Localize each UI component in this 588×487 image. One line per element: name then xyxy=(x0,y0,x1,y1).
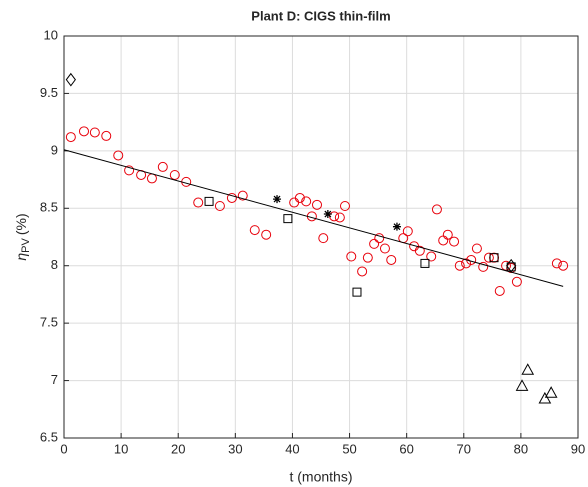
circle-marker xyxy=(489,252,500,263)
circle-marker xyxy=(289,197,300,208)
x-tick-label: 30 xyxy=(228,441,242,456)
x-tick-label: 50 xyxy=(342,441,356,456)
circle-marker xyxy=(374,233,385,244)
x-tick-label: 90 xyxy=(571,441,585,456)
y-tick-label: 8.5 xyxy=(40,200,58,215)
circle-marker xyxy=(261,229,272,240)
circle-marker xyxy=(551,258,562,269)
circle-marker xyxy=(113,150,124,161)
y-tick-label: 8 xyxy=(51,257,58,272)
circle-marker xyxy=(386,254,397,265)
square-marker xyxy=(506,262,516,272)
x-tick-label: 40 xyxy=(285,441,299,456)
x-axis-label: t (months) xyxy=(289,469,352,485)
circle-marker xyxy=(169,169,180,180)
circle-marker xyxy=(346,251,357,262)
circle-marker xyxy=(312,199,323,210)
circle-marker xyxy=(362,252,373,263)
circle-marker xyxy=(193,197,204,208)
y-tick-label: 9.5 xyxy=(40,85,58,100)
circle-marker xyxy=(249,225,260,236)
circle-marker xyxy=(101,130,112,141)
chart-title: Plant D: CIGS thin-film xyxy=(251,8,390,23)
circle-marker xyxy=(124,165,135,176)
y-tick-label: 10 xyxy=(44,27,58,42)
y-tick-label: 6.5 xyxy=(40,429,58,444)
circle-marker xyxy=(431,204,442,215)
circle-marker xyxy=(301,196,312,207)
y-label-symbol: η xyxy=(13,253,29,261)
trend-line xyxy=(63,149,564,287)
y-label-subscript: PV xyxy=(20,238,32,253)
circle-marker xyxy=(449,236,460,247)
circle-marker xyxy=(558,260,569,271)
circle-marker xyxy=(78,126,89,137)
x-tick-label: 0 xyxy=(60,441,67,456)
circle-marker xyxy=(483,252,494,263)
y-tick-label: 7 xyxy=(51,372,58,387)
x-tick-label: 70 xyxy=(457,441,471,456)
square-marker xyxy=(489,253,499,263)
circle-marker xyxy=(214,200,225,211)
circle-marker xyxy=(461,258,472,269)
asterisk-marker xyxy=(273,195,282,204)
triangle-marker xyxy=(521,363,535,375)
y-tick-label: 7.5 xyxy=(40,315,58,330)
square-marker xyxy=(283,214,293,224)
circle-marker xyxy=(146,173,157,184)
x-tick-label: 60 xyxy=(399,441,413,456)
circle-marker xyxy=(318,233,329,244)
circle-marker xyxy=(501,260,512,271)
x-tick-label: 10 xyxy=(114,441,128,456)
circle-marker xyxy=(157,161,168,172)
circle-marker xyxy=(402,226,413,237)
circle-marker xyxy=(357,266,368,277)
circle-marker xyxy=(454,260,465,271)
y-label-unit: (%) xyxy=(13,213,29,235)
circle-marker xyxy=(442,229,453,240)
circle-marker xyxy=(226,192,237,203)
square-marker xyxy=(420,258,430,268)
square-marker xyxy=(352,287,362,297)
square-marker xyxy=(204,196,214,206)
circle-marker xyxy=(438,235,449,246)
circle-marker xyxy=(494,285,505,296)
circle-marker xyxy=(294,192,305,203)
asterisk-marker xyxy=(323,210,332,219)
plot-frame xyxy=(63,35,579,439)
circle-marker xyxy=(471,243,482,254)
circle-marker xyxy=(334,212,345,223)
circle-marker xyxy=(369,238,380,249)
circle-marker xyxy=(426,251,437,262)
triangle-marker xyxy=(544,386,558,398)
triangle-marker xyxy=(515,379,529,391)
circle-marker xyxy=(414,245,425,256)
circle-marker xyxy=(65,132,76,143)
x-tick-label: 20 xyxy=(171,441,185,456)
circle-marker xyxy=(237,190,248,201)
asterisk-marker xyxy=(392,222,401,231)
diamond-marker xyxy=(65,72,76,87)
x-tick-label: 80 xyxy=(514,441,528,456)
triangle-marker xyxy=(538,391,552,404)
y-axis-label: ηPV (%) xyxy=(13,213,32,260)
circle-marker xyxy=(478,261,489,272)
circle-marker xyxy=(89,127,100,138)
circle-marker xyxy=(339,200,350,211)
y-tick-label: 9 xyxy=(51,142,58,157)
circle-marker xyxy=(511,276,522,287)
circle-marker xyxy=(379,243,390,254)
